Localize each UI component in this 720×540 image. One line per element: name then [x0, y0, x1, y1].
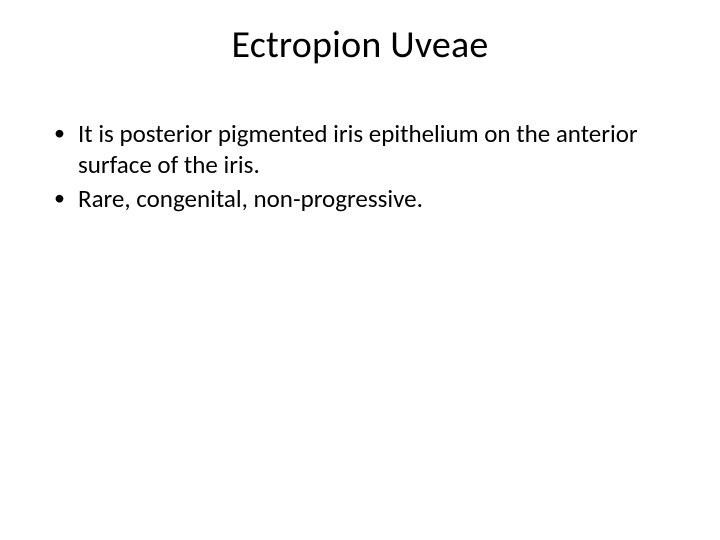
bullet-list: It is posterior pigmented iris epitheliu…	[50, 118, 670, 214]
bullet-item: It is posterior pigmented iris epitheliu…	[50, 118, 670, 181]
slide-title: Ectropion Uveae	[0, 22, 720, 68]
slide-body: It is posterior pigmented iris epitheliu…	[50, 118, 670, 216]
bullet-item: Rare, congenital, non-progressive.	[50, 183, 670, 214]
slide: Ectropion Uveae It is posterior pigmente…	[0, 0, 720, 540]
